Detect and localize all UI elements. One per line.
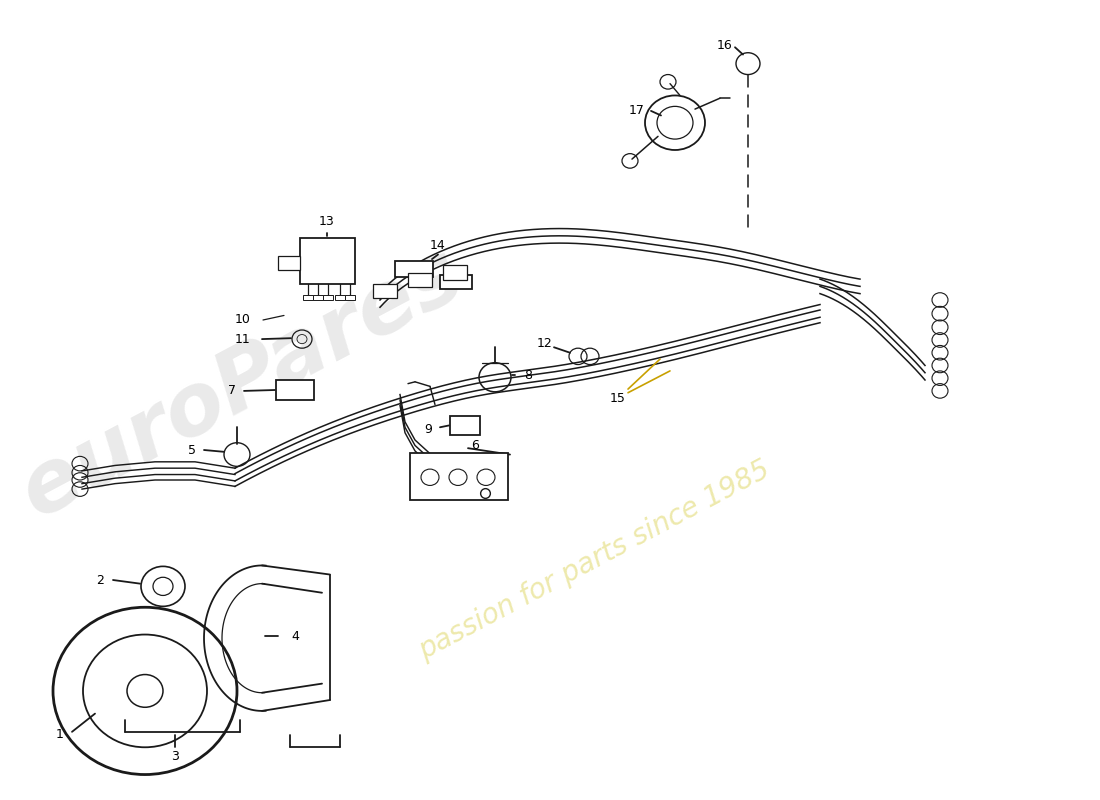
Text: 3: 3: [172, 750, 179, 763]
Text: 2: 2: [96, 574, 103, 586]
FancyBboxPatch shape: [373, 284, 397, 298]
Text: 16: 16: [717, 39, 733, 52]
Text: 6: 6: [471, 439, 478, 452]
Text: 9: 9: [425, 422, 432, 435]
FancyBboxPatch shape: [450, 416, 480, 434]
Text: 11: 11: [235, 333, 251, 346]
Text: passion for parts since 1985: passion for parts since 1985: [414, 455, 774, 665]
Text: 14: 14: [430, 239, 446, 252]
Text: 5: 5: [188, 443, 196, 457]
Text: euroPares: euroPares: [7, 233, 477, 535]
Text: 4: 4: [292, 630, 299, 643]
Text: 10: 10: [235, 314, 251, 326]
Text: 15: 15: [610, 392, 626, 405]
FancyBboxPatch shape: [314, 294, 323, 300]
FancyBboxPatch shape: [440, 274, 472, 289]
FancyBboxPatch shape: [408, 273, 432, 287]
FancyBboxPatch shape: [443, 266, 468, 280]
FancyBboxPatch shape: [278, 256, 300, 270]
FancyBboxPatch shape: [410, 453, 508, 500]
FancyBboxPatch shape: [395, 261, 433, 278]
Text: 17: 17: [629, 105, 645, 118]
FancyBboxPatch shape: [336, 294, 345, 300]
FancyBboxPatch shape: [300, 238, 355, 284]
Text: 8: 8: [524, 369, 532, 382]
FancyBboxPatch shape: [345, 294, 355, 300]
Text: 12: 12: [537, 337, 553, 350]
FancyBboxPatch shape: [302, 294, 313, 300]
Text: 1: 1: [56, 728, 64, 741]
Text: 13: 13: [319, 215, 334, 228]
FancyBboxPatch shape: [276, 380, 314, 400]
Text: 7: 7: [228, 385, 236, 398]
FancyBboxPatch shape: [323, 294, 333, 300]
